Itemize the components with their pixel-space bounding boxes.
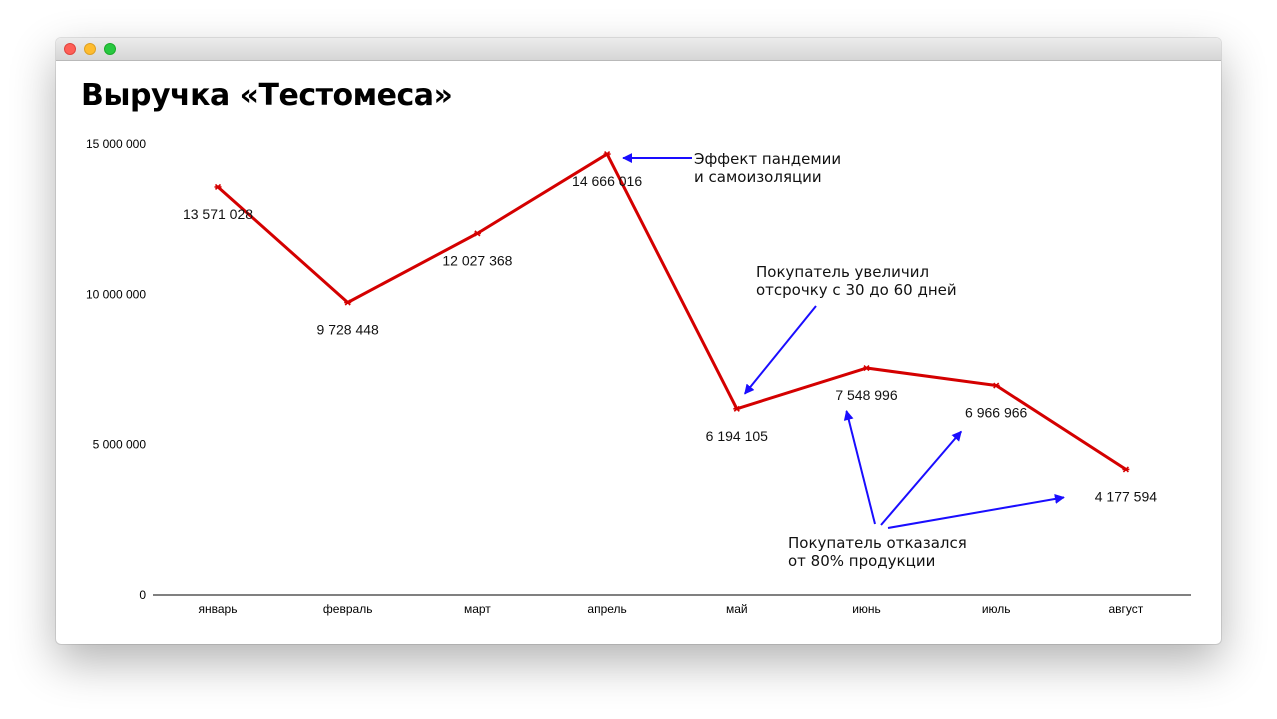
annotation-text: Покупатель увеличил xyxy=(756,263,929,281)
close-window-button[interactable] xyxy=(64,43,76,55)
annotation-text: от 80% продукции xyxy=(788,552,935,570)
data-label: 6 194 105 xyxy=(706,428,768,444)
data-point-marker xyxy=(603,150,611,158)
data-label: 6 966 966 xyxy=(965,405,1027,421)
minimize-window-button[interactable] xyxy=(84,43,96,55)
data-point-marker xyxy=(863,364,870,372)
x-tick-label: май xyxy=(726,602,748,616)
x-tick-label: апрель xyxy=(587,602,626,616)
marker-stroke xyxy=(993,382,1000,389)
data-label: 13 571 028 xyxy=(183,206,253,222)
maximize-window-button[interactable] xyxy=(104,43,116,55)
annotation-arrow xyxy=(843,410,876,525)
data-point-marker xyxy=(992,382,1000,389)
x-tick-label: июнь xyxy=(852,602,881,616)
marker-stroke xyxy=(863,364,870,372)
marker-stroke xyxy=(344,299,351,306)
marker-stroke xyxy=(474,230,481,237)
annotation-text: и самоизоляции xyxy=(694,168,822,186)
x-tick-label: январь xyxy=(199,602,238,616)
y-tick-label: 5 000 000 xyxy=(93,438,147,452)
data-label: 12 027 368 xyxy=(442,252,512,268)
y-tick-label: 0 xyxy=(139,588,146,602)
marker-stroke xyxy=(733,405,740,412)
data-point-marker xyxy=(344,299,352,306)
x-tick-label: август xyxy=(1109,602,1144,616)
annotation-arrow xyxy=(887,494,1065,529)
title-bar xyxy=(56,38,1221,61)
marker-stroke xyxy=(604,150,611,158)
x-tick-label: март xyxy=(464,602,491,616)
annotation-text: отсрочку с 30 до 60 дней xyxy=(756,281,957,299)
data-label: 14 666 016 xyxy=(572,173,642,189)
data-point-marker xyxy=(1122,466,1130,473)
y-tick-label: 10 000 000 xyxy=(86,287,146,301)
annotation-text: Покупатель отказался xyxy=(788,534,967,552)
data-point-marker xyxy=(473,230,481,237)
revenue-line-chart: 0 5 000 000 10 000 000 15 000 000 январь февр… xyxy=(86,137,1191,616)
y-tick-label: 15 000 000 xyxy=(86,137,146,151)
annotation-arrow xyxy=(744,305,817,395)
chart-title: Выручка «Тестомеса» xyxy=(81,78,453,113)
data-label: 9 728 448 xyxy=(317,321,379,337)
series-line-revenue xyxy=(216,152,1128,471)
app-window: Выручка «Тестомеса» 0 5 000 000 10 000 000… xyxy=(56,38,1221,644)
data-point-marker xyxy=(214,183,222,191)
annotation-text: Эффект пандемии xyxy=(694,150,841,168)
data-point-marker xyxy=(733,405,741,412)
data-label: 7 548 996 xyxy=(835,387,897,403)
data-label: 4 177 594 xyxy=(1095,488,1157,504)
annotation-arrow xyxy=(880,430,962,526)
marker-stroke xyxy=(1122,466,1129,473)
x-tick-label: июль xyxy=(982,602,1011,616)
marker-stroke xyxy=(214,183,222,191)
x-tick-label: февраль xyxy=(323,602,373,616)
